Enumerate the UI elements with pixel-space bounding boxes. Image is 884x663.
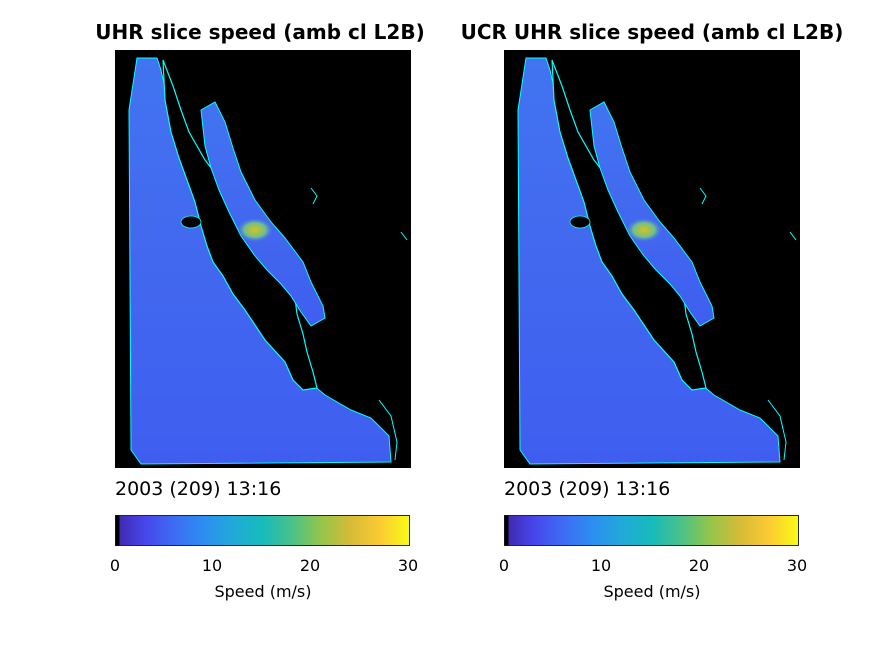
colorbar-fill	[115, 515, 410, 546]
wind-speed-hotspot	[237, 218, 273, 242]
left-panel: UHR slice speed (amb cl L2B) 2003 (209) …	[50, 0, 470, 663]
speed-map	[504, 50, 800, 468]
island	[180, 215, 202, 229]
coastline-fragment	[699, 187, 707, 205]
colorbar-tick: 10	[590, 556, 612, 575]
panel-title: UCR UHR slice speed (amb cl L2B)	[460, 20, 844, 44]
colorbar-fill	[504, 515, 799, 546]
coastline-fragment	[310, 187, 318, 205]
coastline-fragment	[378, 399, 398, 461]
colorbar-tick: 10	[201, 556, 223, 575]
colorbar-tick: 0	[498, 556, 510, 575]
colorbar-tick: 30	[397, 556, 419, 575]
colorbar-gradient	[504, 515, 799, 546]
colorbar-tick: 30	[786, 556, 808, 575]
colorbar-zero-band	[115, 515, 120, 546]
coastline-fragment	[789, 231, 797, 241]
colorbar-gradient	[115, 515, 410, 546]
colorbar-tick: 20	[688, 556, 710, 575]
colorbar-label: Speed (m/s)	[214, 582, 312, 601]
speed-heatmap	[115, 50, 411, 468]
coastline-fragment	[767, 399, 787, 461]
gulf-swath	[200, 101, 326, 327]
colorbar-zero-band	[504, 515, 509, 546]
speed-heatmap	[504, 50, 800, 468]
gulf-swath	[589, 101, 715, 327]
panel-title: UHR slice speed (amb cl L2B)	[95, 20, 425, 44]
right-panel: UCR UHR slice speed (amb cl L2B) 2003 (2…	[440, 0, 860, 663]
timestamp: 2003 (209) 13:16	[504, 478, 671, 500]
wind-speed-hotspot	[626, 218, 662, 242]
timestamp: 2003 (209) 13:16	[115, 478, 282, 500]
speed-map	[115, 50, 411, 468]
coastline-fragment	[400, 231, 408, 241]
colorbar-tick: 0	[109, 556, 121, 575]
colorbar	[115, 515, 410, 546]
colorbar-label: Speed (m/s)	[603, 582, 701, 601]
colorbar-tick: 20	[299, 556, 321, 575]
colorbar	[504, 515, 799, 546]
island	[569, 215, 591, 229]
